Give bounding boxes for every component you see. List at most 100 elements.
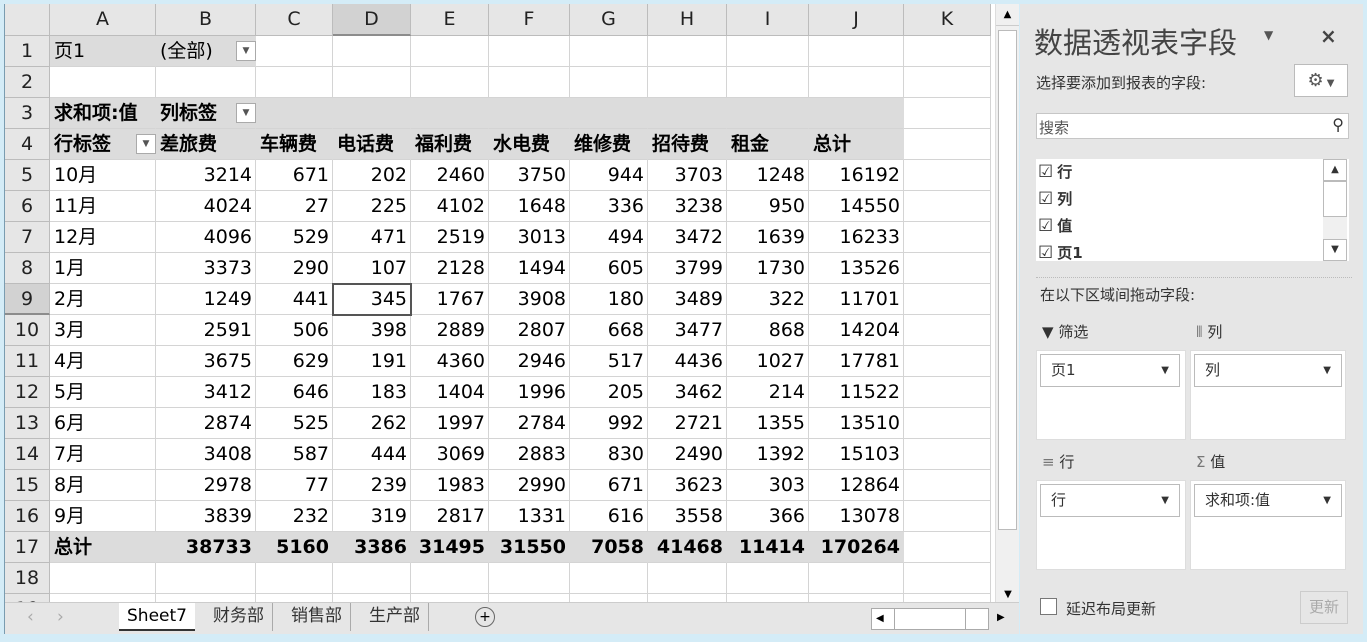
cell-D2[interactable] xyxy=(333,67,411,98)
cell-F4[interactable] xyxy=(489,129,570,160)
cell-I15[interactable] xyxy=(727,470,809,501)
cell-K18[interactable] xyxy=(904,563,991,594)
tools-button[interactable]: ⚙ ▼ xyxy=(1294,64,1348,97)
sheet-tab[interactable]: 财务部 xyxy=(205,603,273,631)
cell-K4[interactable] xyxy=(904,129,991,160)
cell-F1[interactable] xyxy=(489,36,570,67)
cell-F13[interactable] xyxy=(489,408,570,439)
cell-C15[interactable] xyxy=(256,470,333,501)
cell-E8[interactable] xyxy=(411,253,489,284)
cell-D3[interactable] xyxy=(333,98,411,129)
cell-G17[interactable] xyxy=(570,532,648,563)
cell-A19[interactable] xyxy=(50,594,156,602)
cell-H1[interactable] xyxy=(648,36,727,67)
cell-A5[interactable] xyxy=(50,160,156,191)
cell-A3[interactable] xyxy=(50,98,156,129)
cell-J1[interactable] xyxy=(809,36,904,67)
cell-F7[interactable] xyxy=(489,222,570,253)
column-header-G[interactable]: G xyxy=(570,4,648,36)
cell-E10[interactable] xyxy=(411,315,489,346)
cell-A2[interactable] xyxy=(50,67,156,98)
cell-J10[interactable] xyxy=(809,315,904,346)
cell-H7[interactable] xyxy=(648,222,727,253)
cell-E2[interactable] xyxy=(411,67,489,98)
row-header-8[interactable]: 8 xyxy=(5,253,50,284)
cell-K12[interactable] xyxy=(904,377,991,408)
cell-K13[interactable] xyxy=(904,408,991,439)
close-icon[interactable]: × xyxy=(1320,24,1337,48)
field-item[interactable]: ☑ 列 xyxy=(1036,186,1349,213)
cell-G3[interactable] xyxy=(570,98,648,129)
row-header-5[interactable]: 5 xyxy=(5,160,50,191)
cell-J17[interactable] xyxy=(809,532,904,563)
row-header-6[interactable]: 6 xyxy=(5,191,50,222)
cell-I8[interactable] xyxy=(727,253,809,284)
cell-B16[interactable] xyxy=(156,501,256,532)
cell-C8[interactable] xyxy=(256,253,333,284)
cell-C12[interactable] xyxy=(256,377,333,408)
column-header-B[interactable]: B xyxy=(156,4,256,36)
cell-B6[interactable] xyxy=(156,191,256,222)
cell-K8[interactable] xyxy=(904,253,991,284)
cell-K3[interactable] xyxy=(904,98,991,129)
cell-F17[interactable] xyxy=(489,532,570,563)
cell-J15[interactable] xyxy=(809,470,904,501)
cell-C6[interactable] xyxy=(256,191,333,222)
columns-field-dropdown[interactable]: 列 ▼ xyxy=(1194,354,1342,387)
cell-J4[interactable] xyxy=(809,129,904,160)
row-header-2[interactable]: 2 xyxy=(5,67,50,98)
cell-I18[interactable] xyxy=(727,563,809,594)
scroll-left-icon[interactable]: ◀ xyxy=(876,613,884,624)
checkbox-checked-icon[interactable]: ☑ xyxy=(1038,243,1054,261)
cell-K16[interactable] xyxy=(904,501,991,532)
cell-G19[interactable] xyxy=(570,594,648,602)
checkbox-checked-icon[interactable]: ☑ xyxy=(1038,189,1054,209)
cell-K7[interactable] xyxy=(904,222,991,253)
cell-E14[interactable] xyxy=(411,439,489,470)
cell-F10[interactable] xyxy=(489,315,570,346)
cell-F18[interactable] xyxy=(489,563,570,594)
cell-G1[interactable] xyxy=(570,36,648,67)
row-header-13[interactable]: 13 xyxy=(5,408,50,439)
column-header-A[interactable]: A xyxy=(50,4,156,36)
cell-A13[interactable] xyxy=(50,408,156,439)
cell-grid[interactable]: ABCDEFGHIJK12345678910111213141516171819… xyxy=(5,4,995,602)
cell-F12[interactable] xyxy=(489,377,570,408)
cell-I6[interactable] xyxy=(727,191,809,222)
row-header-3[interactable]: 3 xyxy=(5,98,50,129)
update-button[interactable]: 更新 xyxy=(1300,591,1348,624)
cell-F14[interactable] xyxy=(489,439,570,470)
cell-I4[interactable] xyxy=(727,129,809,160)
cell-F16[interactable] xyxy=(489,501,570,532)
cell-D7[interactable] xyxy=(333,222,411,253)
row-header-14[interactable]: 14 xyxy=(5,439,50,470)
cell-K1[interactable] xyxy=(904,36,991,67)
cell-G4[interactable] xyxy=(570,129,648,160)
cell-A8[interactable] xyxy=(50,253,156,284)
row-header-11[interactable]: 11 xyxy=(5,346,50,377)
cell-E18[interactable] xyxy=(411,563,489,594)
cell-K17[interactable] xyxy=(904,532,991,563)
field-item[interactable]: ☑ 值 xyxy=(1036,213,1349,240)
cell-H14[interactable] xyxy=(648,439,727,470)
cell-E4[interactable] xyxy=(411,129,489,160)
column-header-J[interactable]: J xyxy=(809,4,904,36)
cell-H18[interactable] xyxy=(648,563,727,594)
row-header-1[interactable]: 1 xyxy=(5,36,50,67)
field-list-scrollbar[interactable]: ▲ ▼ xyxy=(1323,159,1347,261)
scroll-thumb[interactable] xyxy=(1323,181,1347,217)
cell-J18[interactable] xyxy=(809,563,904,594)
column-header-D[interactable]: D xyxy=(333,4,411,36)
field-item[interactable]: ☑ 行 xyxy=(1036,159,1349,186)
tab-next-icon[interactable]: › xyxy=(57,607,64,627)
values-field-dropdown[interactable]: 求和项:值 ▼ xyxy=(1194,484,1342,517)
sheet-tab[interactable]: 生产部 xyxy=(361,603,429,631)
cell-D5[interactable] xyxy=(333,160,411,191)
row-header-12[interactable]: 12 xyxy=(5,377,50,408)
cell-I11[interactable] xyxy=(727,346,809,377)
cell-A7[interactable] xyxy=(50,222,156,253)
cell-F3[interactable] xyxy=(489,98,570,129)
cell-F9[interactable] xyxy=(489,284,570,315)
cell-E16[interactable] xyxy=(411,501,489,532)
cell-I1[interactable] xyxy=(727,36,809,67)
